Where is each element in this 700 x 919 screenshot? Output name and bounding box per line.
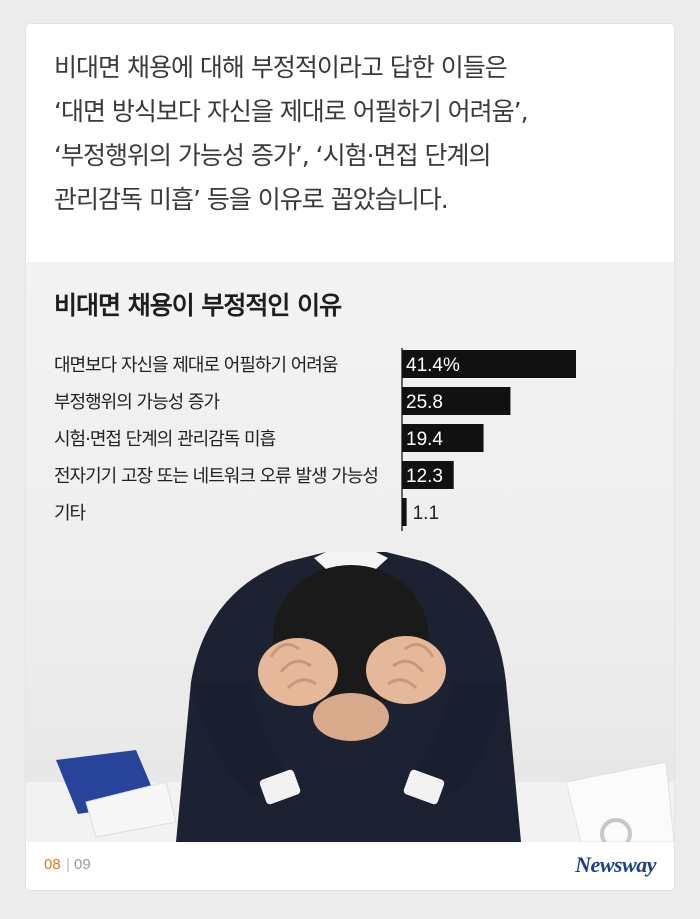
left-hand xyxy=(258,638,338,706)
bar xyxy=(402,461,454,489)
value-label: 25.8 xyxy=(406,392,443,413)
intro-section: 비대면 채용에 대해 부정적이라고 답한 이들은 ‘대면 방식보다 자신을 제대… xyxy=(26,24,674,262)
scissors-handle xyxy=(600,818,632,842)
left-sleeve xyxy=(191,682,294,802)
infographic-card: 비대면 채용에 대해 부정적이라고 답한 이들은 ‘대면 방식보다 자신을 제대… xyxy=(26,24,674,890)
category-label: 기타 xyxy=(54,503,87,524)
right-fingers xyxy=(387,643,435,690)
stressed-man-illustration xyxy=(26,552,674,842)
category-label: 대면보다 자신을 제대로 어필하기 어려움 xyxy=(54,355,338,376)
bar xyxy=(402,350,576,378)
bar xyxy=(402,387,511,415)
value-label: 12.3 xyxy=(406,466,443,487)
footer: 08 | 09 Newsway xyxy=(26,842,674,890)
intro-line-3: ‘부정행위의 가능성 증가’, ‘시험·면접 단계의 xyxy=(54,141,492,170)
right-sleeve xyxy=(408,682,506,802)
newsway-logo: Newsway xyxy=(575,852,656,877)
neck xyxy=(313,693,389,741)
right-hand xyxy=(366,636,446,704)
paper-sheet xyxy=(85,781,177,838)
value-label: 19.4 xyxy=(406,429,443,450)
category-label: 전자기기 고장 또는 네트워크 오류 발생 가능성 xyxy=(54,466,378,487)
left-fingers xyxy=(269,643,317,690)
bar xyxy=(402,498,407,526)
category-label: 부정행위의 가능성 증가 xyxy=(54,392,219,413)
background-photo xyxy=(26,262,674,842)
left-cuff xyxy=(259,769,301,805)
right-cuff xyxy=(403,769,445,805)
intro-line-4: 관리감독 미흡’ 등을 이유로 꼽았습니다. xyxy=(54,185,449,214)
intro-paragraph: 비대면 채용에 대해 부정적이라고 답한 이들은 ‘대면 방식보다 자신을 제대… xyxy=(54,46,654,222)
bar-chart: 대면보다 자신을 제대로 어필하기 어려움 41.4% 부정행위의 가능성 증가 25… xyxy=(54,348,576,531)
papers-right xyxy=(565,761,674,842)
bar xyxy=(402,424,484,452)
intro-line-1: 비대면 채용에 대해 부정적이라고 답한 이들은 xyxy=(54,53,508,82)
intro-line-2: ‘대면 방식보다 자신을 제대로 어필하기 어려움’, xyxy=(54,97,529,126)
value-label: 41.4% xyxy=(406,355,460,376)
page-current: 08 xyxy=(44,856,61,873)
category-label: 시험·면접 단계의 관리감독 미흡 xyxy=(54,429,276,450)
page-separator: | xyxy=(66,856,70,873)
chart-title: 비대면 채용이 부정적인 이유 xyxy=(54,291,342,320)
value-label: 1.1 xyxy=(413,503,439,524)
page-total: 09 xyxy=(74,856,91,873)
